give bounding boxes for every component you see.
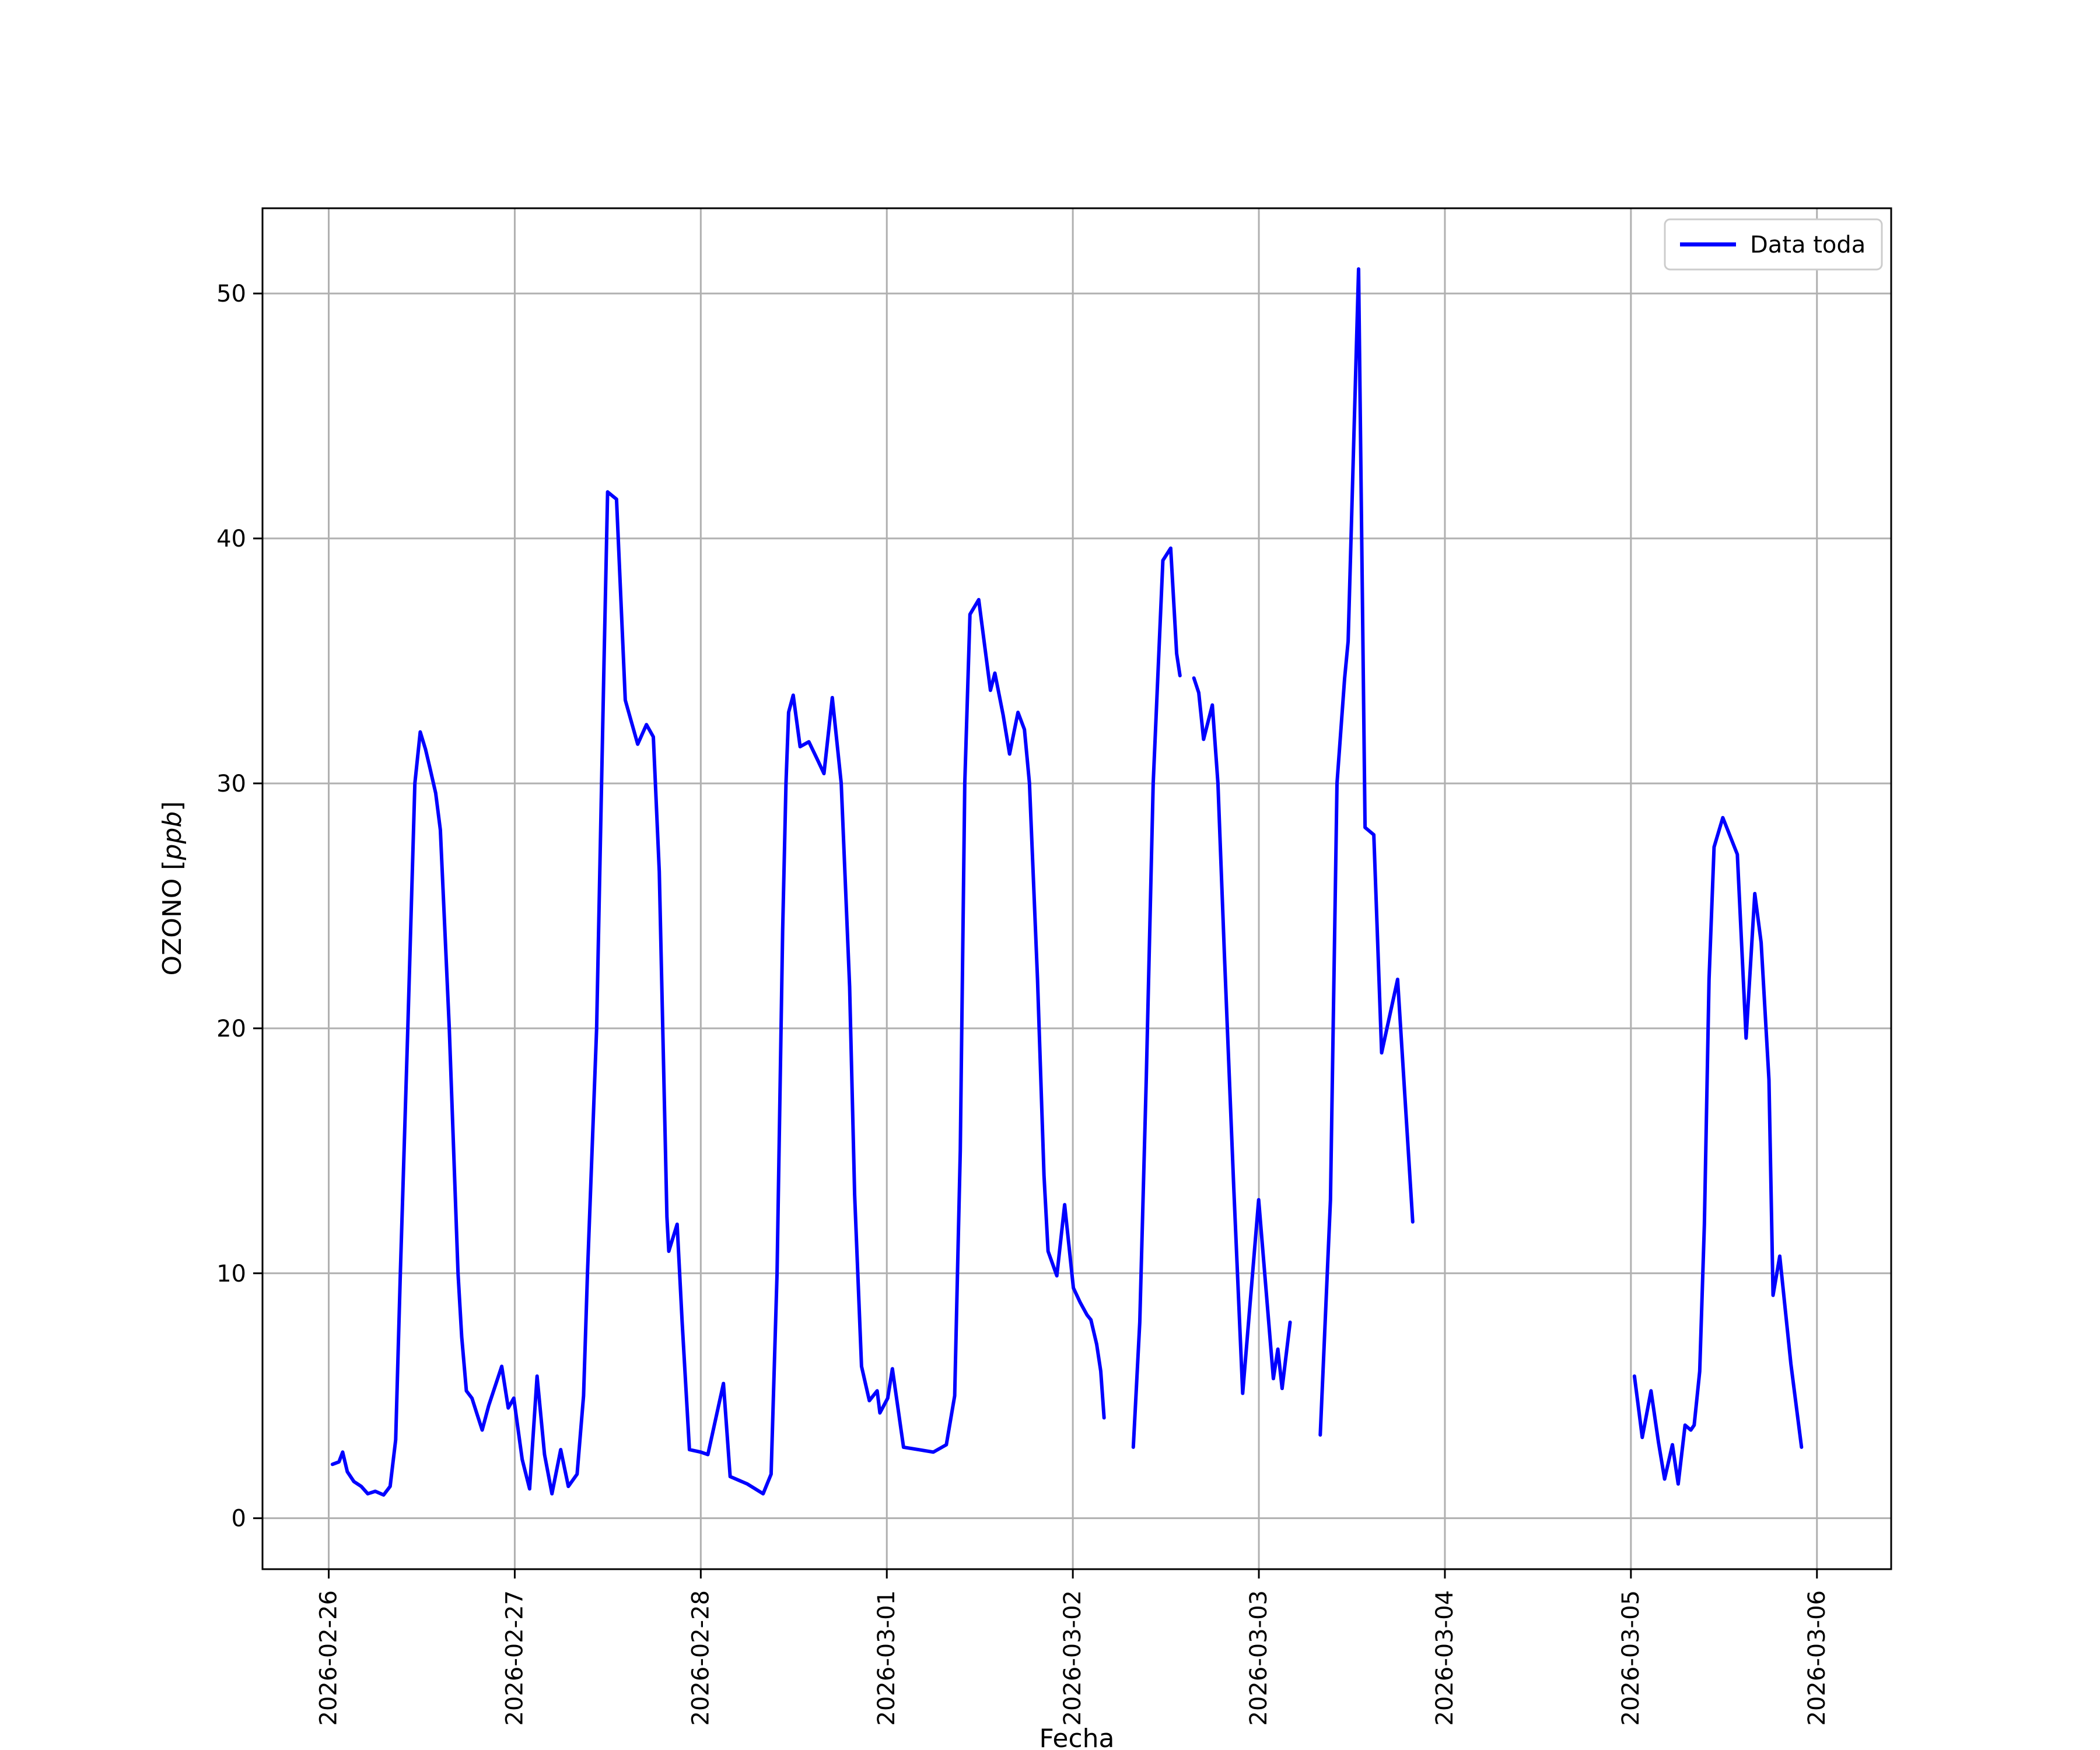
data-series (330, 267, 1804, 1497)
y-tick-label: 20 (216, 1016, 246, 1042)
x-tick-label: 2026-02-27 (501, 1590, 528, 1726)
y-tick-label: 40 (216, 526, 246, 552)
x-tick-label: 2026-02-28 (687, 1590, 714, 1726)
y-tick-label: 30 (216, 771, 246, 797)
y-tick-label: 50 (216, 281, 246, 307)
y-axis-label-post: ] (158, 801, 187, 811)
legend-box (1664, 218, 1883, 271)
x-tick-label: 2026-03-02 (1059, 1590, 1086, 1726)
x-tick-label: 2026-03-04 (1432, 1590, 1458, 1726)
x-tick-label: 2026-03-05 (1618, 1590, 1644, 1726)
y-axis-label: OZONO [ppb] (158, 801, 187, 975)
x-tick-label: 2026-03-01 (873, 1590, 900, 1726)
y-axis-label-units: ppb (158, 811, 187, 861)
x-tick-label: 2026-02-26 (316, 1590, 342, 1726)
y-axis-label-pre: OZONO [ (158, 860, 187, 975)
series-segment (1318, 267, 1415, 1437)
y-tick-label: 10 (216, 1261, 246, 1287)
axes-spines (261, 207, 1892, 1570)
series-segment (330, 490, 1106, 1497)
legend-label: Data toda (1750, 232, 1866, 258)
y-tick-label: 0 (232, 1506, 246, 1532)
series-segment (1632, 816, 1804, 1486)
x-axis-label: Fecha (1039, 1724, 1114, 1750)
series-segment (1192, 676, 1292, 1395)
x-tick-label: 2026-03-03 (1245, 1590, 1272, 1726)
y-tick-labels: 0 10 20 30 40 50 (216, 281, 246, 1532)
x-tick-label: 2026-03-06 (1804, 1590, 1831, 1726)
axis-ticks (253, 292, 1818, 1578)
series-segment (1131, 546, 1182, 1449)
x-tick-labels: 2026-02-26 2026-02-27 2026-02-28 2026-03-01… (316, 1590, 1831, 1726)
legend: Data toda (1664, 218, 1883, 271)
gridlines (262, 208, 1891, 1569)
